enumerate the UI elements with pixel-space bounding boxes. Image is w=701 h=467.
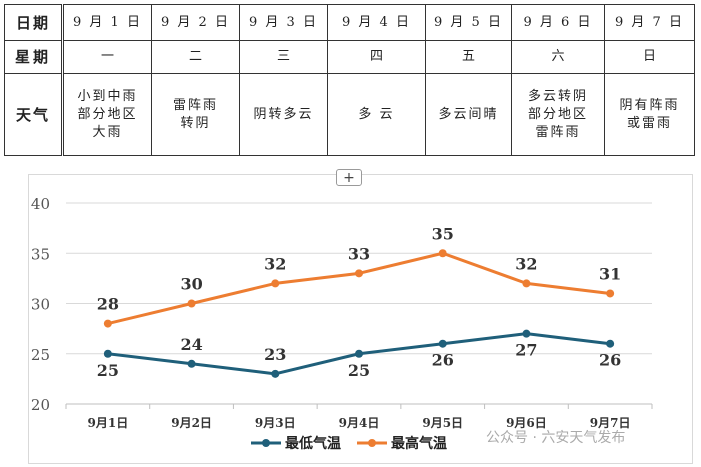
data-label: 23	[264, 345, 286, 364]
data-label: 26	[432, 351, 454, 370]
legend-label: 最低气温	[285, 435, 341, 452]
weather-line: 雷阵雨	[172, 97, 218, 113]
x-tick-label: 9月5日	[422, 416, 463, 430]
data-point	[522, 279, 531, 288]
legend-marker	[368, 439, 376, 447]
data-point	[606, 289, 615, 298]
data-label: 35	[432, 224, 454, 243]
date-cell: 9 月 7 日	[604, 4, 695, 41]
date-header: 日期	[4, 4, 64, 41]
date-cell: 9 月 1 日	[62, 4, 152, 41]
data-label: 32	[515, 254, 537, 273]
weather-line: 或雷雨	[626, 115, 672, 131]
data-label: 32	[264, 254, 286, 273]
weekday-cell: 一	[62, 40, 152, 74]
weather-header: 天气	[4, 73, 64, 156]
weather-line: 大雨	[92, 124, 123, 140]
data-point	[355, 349, 363, 358]
y-tick-label: 20	[31, 396, 50, 414]
weather-cell: 多云转阴部分地区雷阵雨	[511, 73, 605, 156]
data-point	[271, 279, 280, 288]
data-point	[355, 269, 363, 278]
data-label: 26	[599, 351, 621, 370]
weather-line: 阴有阵雨	[619, 97, 680, 113]
data-point	[438, 339, 447, 348]
weather-line: 雷阵雨	[535, 124, 581, 140]
x-tick-label: 9月3日	[255, 416, 296, 430]
date-row: 日期 9 月 1 日 9 月 2 日 9 月 3 日 9 月 4 日 9 月 5…	[4, 4, 695, 41]
x-tick-label: 9月1日	[88, 416, 129, 430]
weekday-cell: 五	[425, 40, 512, 74]
weather-cell: 小到中雨部分地区大雨	[62, 73, 152, 156]
legend-label: 最高气温	[391, 435, 447, 452]
add-element-button[interactable]: +	[336, 169, 362, 186]
data-point	[522, 329, 531, 338]
watermark: 公众号 · 六安天气发布	[486, 430, 626, 446]
data-label: 25	[97, 361, 119, 380]
data-point	[103, 349, 112, 358]
weather-line: 多云转阴	[527, 88, 588, 104]
data-label: 33	[348, 244, 370, 263]
data-point	[438, 249, 447, 258]
data-point	[187, 359, 196, 368]
y-tick-label: 40	[31, 195, 50, 213]
y-tick-label: 25	[31, 346, 50, 364]
data-point	[103, 319, 112, 328]
weekday-row: 星期 一 二 三 四 五 六 日	[4, 40, 695, 74]
forecast-table: 日期 9 月 1 日 9 月 2 日 9 月 3 日 9 月 4 日 9 月 5…	[4, 4, 695, 156]
weekday-cell: 三	[239, 40, 328, 74]
weather-line: 部分地区	[527, 106, 588, 122]
x-tick-label: 9月2日	[171, 416, 212, 430]
x-tick-label: 9月4日	[339, 416, 380, 430]
weather-line: 多云间晴	[438, 106, 499, 122]
weekday-cell: 六	[511, 40, 605, 74]
data-point	[187, 299, 196, 308]
chart-area	[28, 174, 693, 464]
legend-marker	[262, 439, 270, 447]
weekday-header: 星期	[4, 40, 64, 74]
x-tick-label: 9月6日	[506, 416, 547, 430]
weather-cell: 多 云	[327, 73, 426, 156]
weather-row: 天气 小到中雨 部分地区 大雨 雷阵雨 转阴 阴转多云 多 云 多云间晴 多云转阴 部分…	[4, 73, 695, 156]
data-label: 30	[180, 275, 202, 294]
weather-line: 小到中雨	[77, 88, 138, 104]
data-label: 27	[515, 341, 537, 360]
x-tick-label: 9月7日	[590, 416, 631, 430]
data-label: 31	[599, 264, 621, 283]
data-label: 25	[348, 361, 370, 380]
y-tick-label: 30	[31, 296, 50, 314]
date-cell: 9 月 6 日	[511, 4, 605, 41]
weekday-cell: 二	[151, 40, 240, 74]
y-tick-label: 35	[31, 245, 50, 263]
data-point	[606, 339, 615, 348]
weather-line: 阴转多云	[253, 106, 314, 122]
weather-line: 转阴	[180, 115, 211, 131]
weather-line: 多 云	[358, 106, 395, 122]
weather-cell: 阴有阵雨 或雷雨	[604, 73, 695, 156]
data-point	[271, 369, 280, 378]
weather-cell: 雷阵雨 转阴	[151, 73, 240, 156]
date-cell: 9 月 3 日	[239, 4, 328, 41]
data-label: 24	[180, 335, 202, 354]
data-label: 28	[97, 295, 119, 314]
weather-line: 部分地区	[77, 106, 138, 122]
